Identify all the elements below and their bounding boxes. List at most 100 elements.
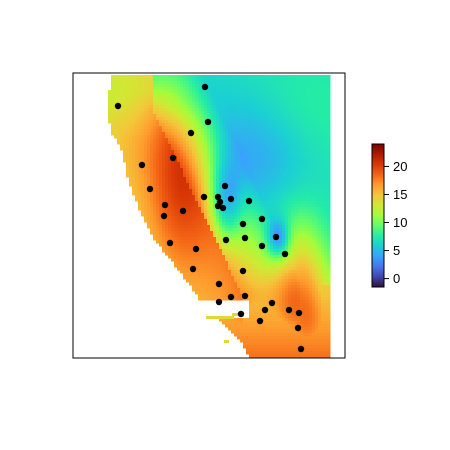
raster-cell [324,156,328,160]
raster-cell [255,177,259,181]
raster-cell [243,192,247,196]
raster-cell [141,213,145,217]
raster-cell [303,267,307,271]
raster-cell [321,171,325,175]
raster-cell [138,123,142,127]
raster-cell [165,159,169,163]
raster-cell [246,144,250,148]
raster-cell [270,288,274,292]
raster-cell [288,258,292,262]
raster-cell [243,78,247,82]
raster-cell [192,90,196,94]
raster-cell [246,99,250,103]
raster-cell [306,261,310,265]
raster-cell [312,81,316,85]
raster-cell [213,162,217,166]
raster-cell [192,75,196,79]
raster-cell [186,198,190,202]
raster-cell [168,147,172,151]
raster-cell [270,186,274,190]
raster-cell [159,159,163,163]
raster-cell [309,192,313,196]
raster-cell [135,81,139,85]
raster-cell [297,219,301,223]
raster-cell [252,321,256,325]
raster-cell [216,270,220,274]
raster-cell [204,264,208,268]
raster-cell [198,81,202,85]
raster-cell [279,288,283,292]
raster-cell [264,96,268,100]
raster-cell [183,180,187,184]
raster-cell [177,117,181,121]
raster-cell [306,105,310,109]
raster-cell [261,198,265,202]
raster-cell [318,303,322,307]
raster-cell [255,90,259,94]
raster-cell [165,87,169,91]
raster-cell [315,111,319,115]
raster-cell [213,204,217,208]
raster-cell [153,144,157,148]
raster-cell [168,225,172,229]
raster-cell [198,117,202,121]
raster-cell [189,270,193,274]
raster-cell [255,168,259,172]
raster-cell [312,114,316,118]
raster-cell [240,111,244,115]
raster-cell [159,198,163,202]
raster-cell [219,192,223,196]
raster-cell [216,126,220,130]
raster-cell [129,108,133,112]
raster-cell [144,105,148,109]
raster-cell [141,174,145,178]
raster-cell [318,237,322,241]
raster-cell [243,321,247,325]
raster-cell [183,96,187,100]
raster-cell [327,213,331,217]
raster-cell [204,78,208,82]
raster-cell [216,144,220,148]
raster-cell [288,168,292,172]
raster-cell [306,135,310,139]
raster-cell [174,135,178,139]
raster-cell [261,303,265,307]
raster-cell [144,126,148,130]
raster-cell [237,165,241,169]
raster-cell [246,249,250,253]
raster-cell [213,144,217,148]
raster-cell [273,156,277,160]
raster-cell [201,186,205,190]
raster-cell [204,237,208,241]
raster-cell [186,102,190,106]
raster-cell [237,138,241,142]
raster-cell [258,189,262,193]
raster-cell [219,153,223,157]
raster-cell [189,213,193,217]
raster-cell [270,216,274,220]
raster-cell [204,240,208,244]
raster-cell [294,207,298,211]
raster-cell [282,237,286,241]
raster-cell [111,123,115,127]
raster-cell [201,297,205,301]
raster-cell [306,189,310,193]
raster-cell [180,213,184,217]
raster-cell [291,159,295,163]
raster-cell [324,138,328,142]
raster-cell [240,78,244,82]
raster-cell [306,87,310,91]
raster-cell [297,291,301,295]
raster-cell [258,186,262,190]
raster-cell [201,165,205,169]
raster-cell [258,108,262,112]
raster-cell [249,294,253,298]
raster-cell [291,309,295,313]
raster-cell [252,135,256,139]
raster-cell [288,246,292,250]
raster-cell [138,93,142,97]
raster-cell [153,135,157,139]
raster-cell [267,252,271,256]
raster-cell [240,159,244,163]
raster-cell [249,135,253,139]
